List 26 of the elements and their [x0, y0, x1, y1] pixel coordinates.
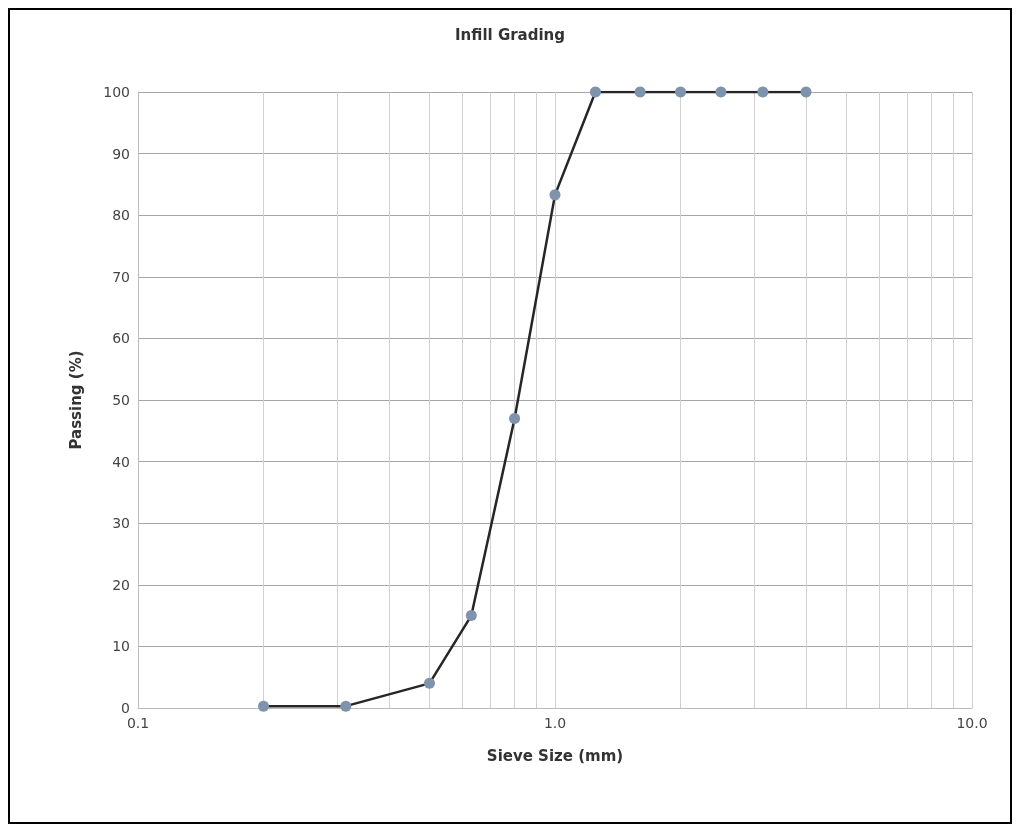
chart-title: Infill Grading [454, 25, 566, 44]
point [800, 86, 812, 98]
y-tick-label: 70 [112, 268, 130, 285]
point [715, 86, 727, 98]
y-tick-label: 20 [112, 576, 130, 593]
point [757, 86, 769, 98]
point [675, 86, 687, 98]
y-tick-label: 100 [103, 84, 130, 100]
x-tick-label: 10.0 [956, 715, 988, 731]
x-tick-label: 0.1 [126, 715, 150, 731]
point [589, 86, 601, 98]
x-tick-label: 1.0 [543, 715, 567, 731]
y-tick-label: 40 [112, 453, 130, 470]
point [634, 86, 646, 98]
point [423, 677, 435, 689]
point [549, 189, 561, 201]
y-tick-label: 90 [112, 145, 130, 162]
y-axis-title: Passing (%) [66, 350, 85, 450]
y-tick-label: 50 [112, 392, 130, 408]
y-tick-label: 0 [121, 700, 130, 716]
y-tick-label: 80 [112, 207, 130, 224]
y-tick-label: 10 [112, 638, 130, 655]
y-tick-label: 60 [112, 330, 130, 347]
point [465, 610, 477, 622]
x-axis-title: Sieve Size (mm) [486, 746, 624, 765]
y-tick-label: 30 [112, 515, 130, 532]
